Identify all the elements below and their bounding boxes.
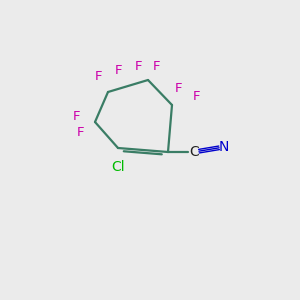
Text: F: F — [174, 82, 182, 94]
Text: N: N — [219, 140, 229, 154]
Text: C: C — [189, 145, 199, 159]
Text: F: F — [95, 70, 103, 83]
Text: F: F — [76, 127, 84, 140]
Text: F: F — [192, 89, 200, 103]
Text: Cl: Cl — [111, 160, 125, 174]
Text: F: F — [134, 59, 142, 73]
Text: F: F — [115, 64, 123, 76]
Text: F: F — [153, 59, 161, 73]
Text: F: F — [72, 110, 80, 122]
